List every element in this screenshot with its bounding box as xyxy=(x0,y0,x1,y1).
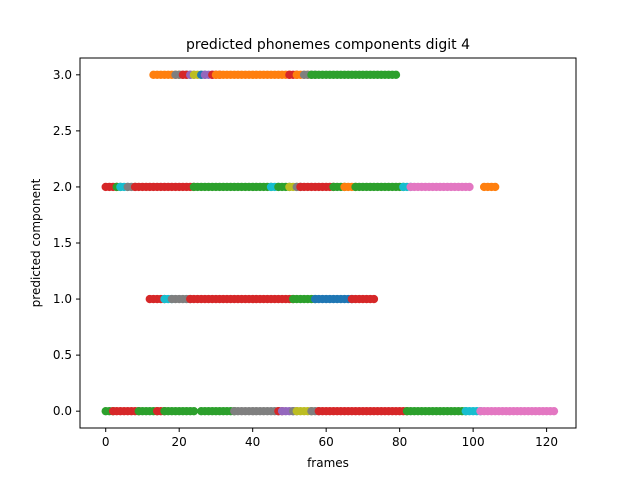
x-axis-label: frames xyxy=(307,456,349,470)
x-tick-label: 120 xyxy=(535,435,558,449)
data-point xyxy=(392,71,400,79)
x-tick-label: 0 xyxy=(102,435,110,449)
x-tick-label: 100 xyxy=(462,435,485,449)
y-tick-label: 0.0 xyxy=(53,404,72,418)
data-point xyxy=(190,407,198,415)
data-point xyxy=(465,183,473,191)
y-tick-label: 2.0 xyxy=(53,180,72,194)
data-point xyxy=(370,295,378,303)
x-tick-label: 40 xyxy=(245,435,260,449)
x-tick-label: 80 xyxy=(392,435,407,449)
x-tick-label: 20 xyxy=(172,435,187,449)
chart-title: predicted phonemes components digit 4 xyxy=(186,37,470,53)
y-tick-label: 2.5 xyxy=(53,124,72,138)
y-tick-label: 1.0 xyxy=(53,292,72,306)
data-point xyxy=(550,407,558,415)
y-axis-label: predicted component xyxy=(29,178,43,307)
data-point xyxy=(491,183,499,191)
y-tick-label: 0.5 xyxy=(53,348,72,362)
y-tick-label: 3.0 xyxy=(53,68,72,82)
x-tick-label: 60 xyxy=(319,435,334,449)
y-tick-label: 1.5 xyxy=(53,236,72,250)
